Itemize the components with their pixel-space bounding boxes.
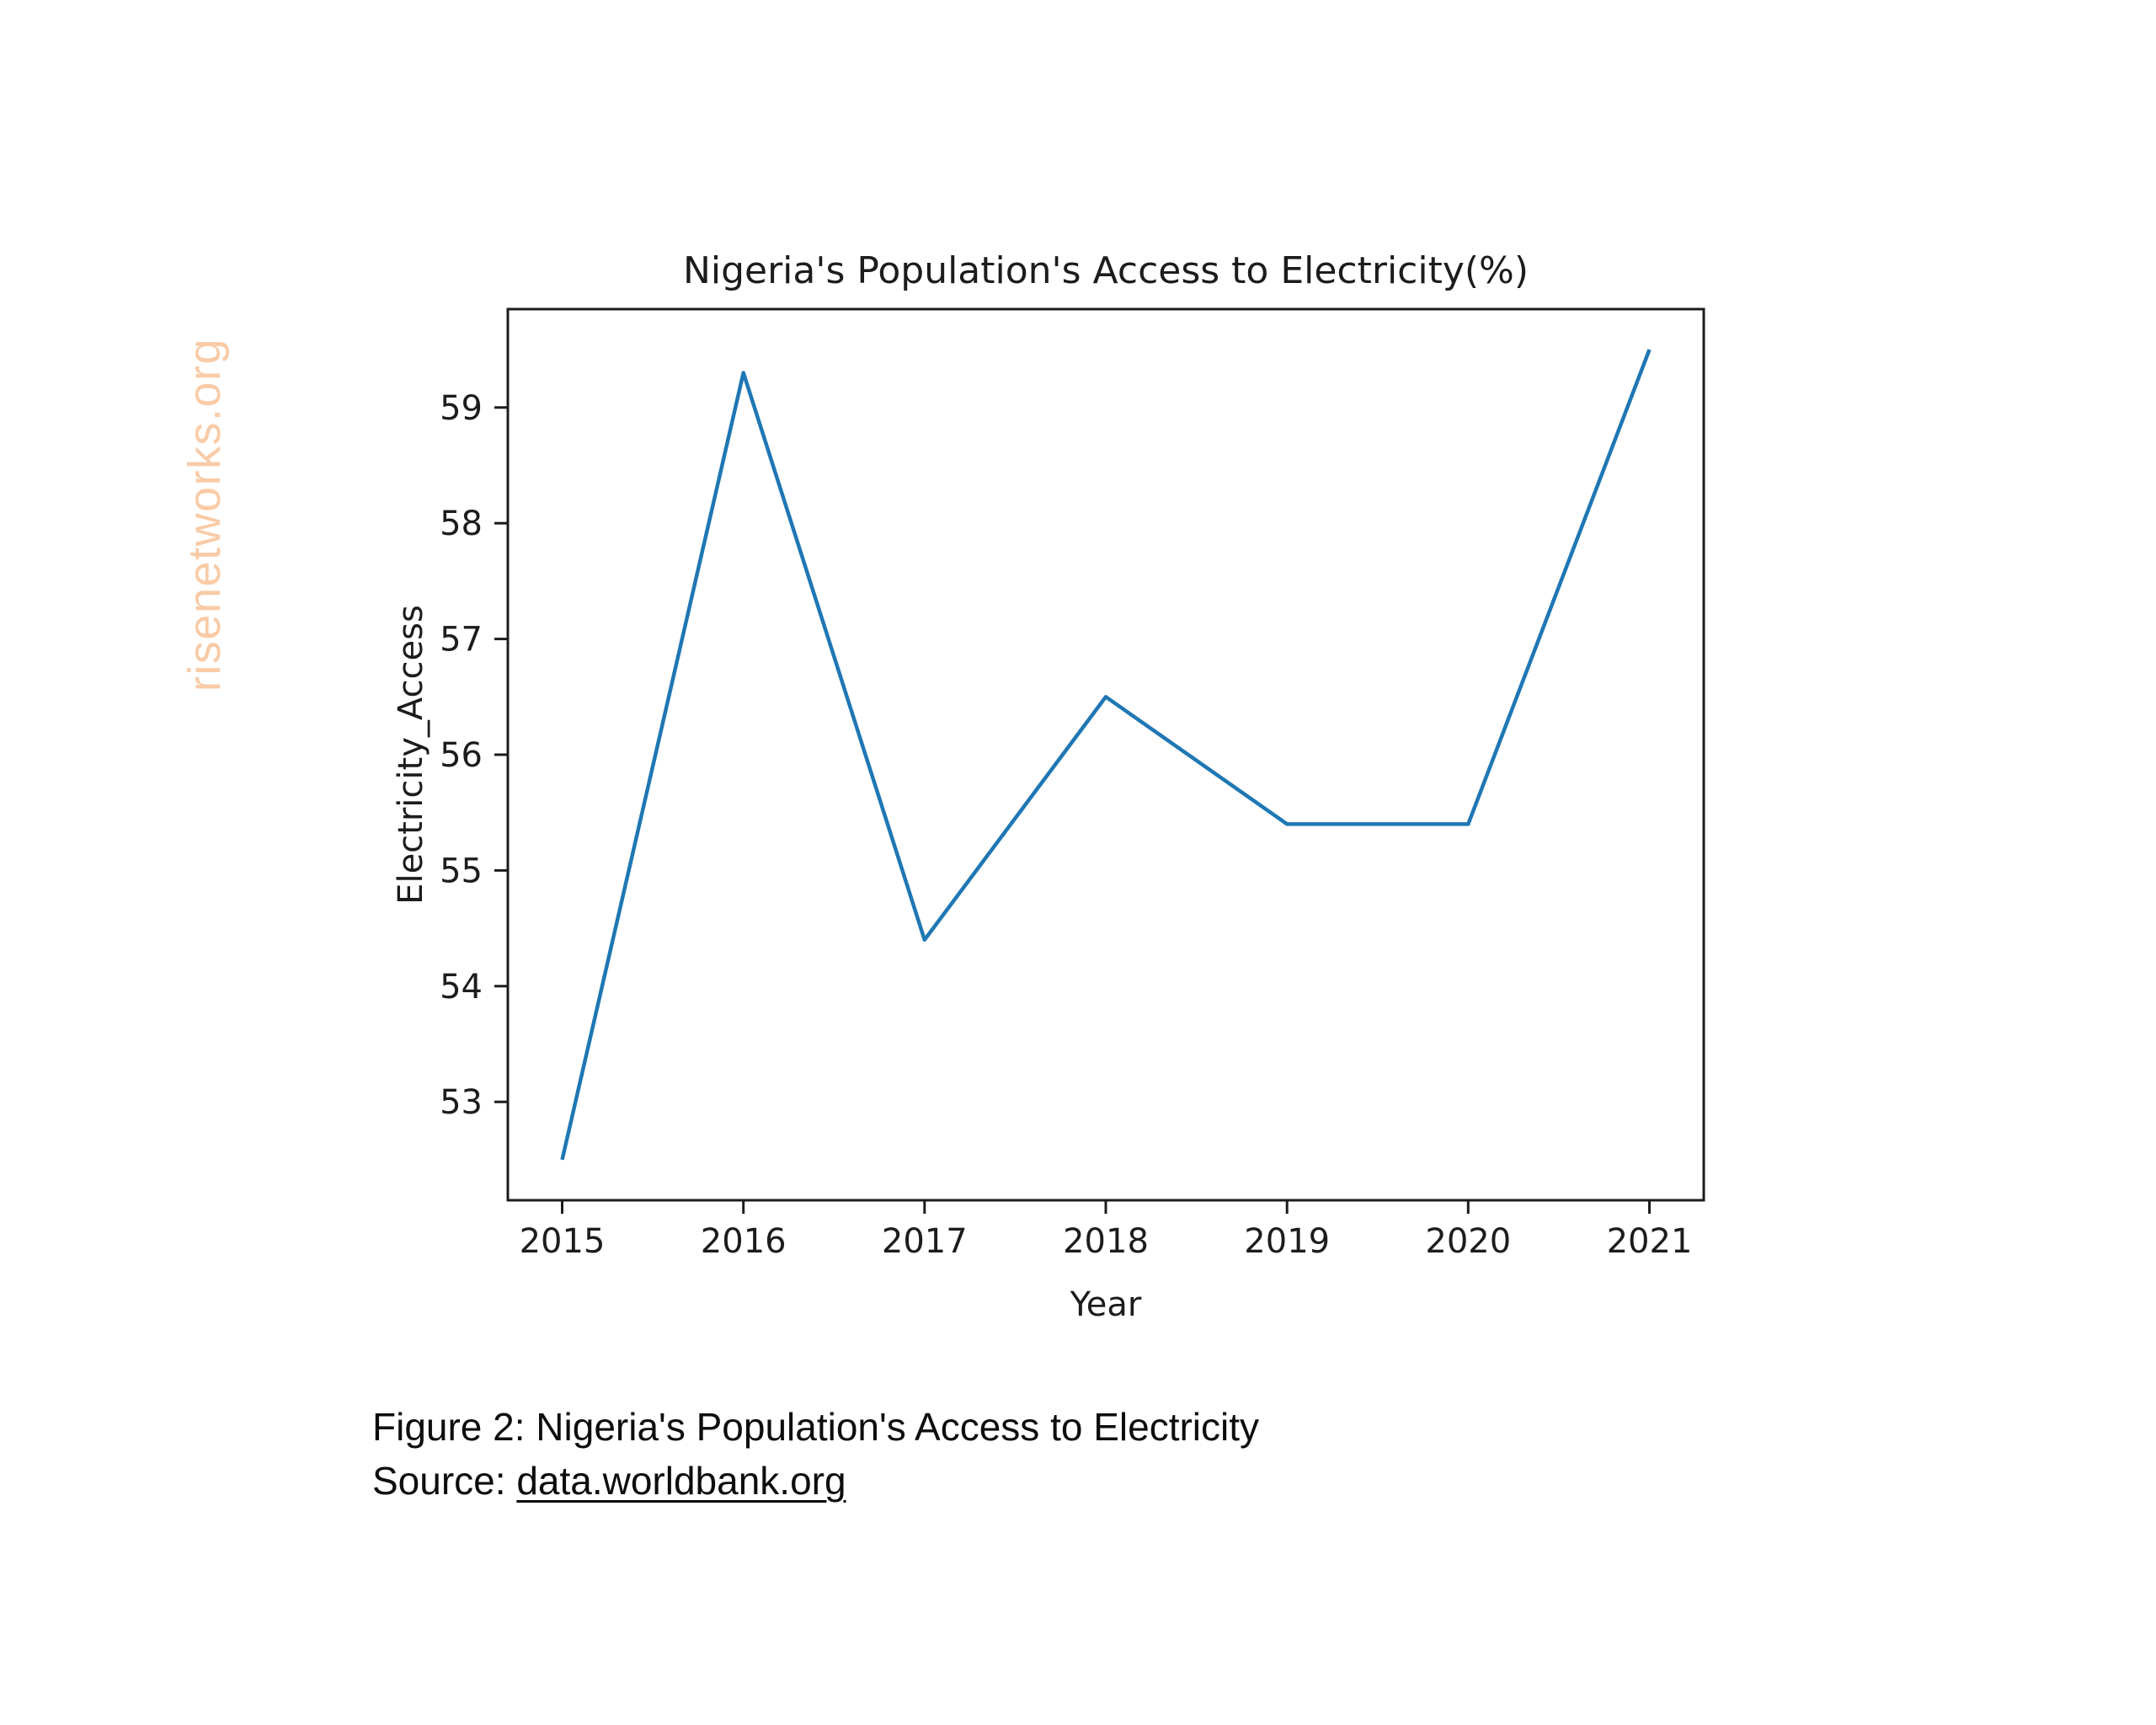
- figure-caption-title: Figure 2: Nigeria's Population's Access …: [372, 1405, 1260, 1449]
- x-axis-label: Year: [1070, 1285, 1142, 1324]
- x-tick-label: 2018: [1063, 1222, 1149, 1261]
- y-tick-label: 58: [440, 505, 483, 543]
- y-tick-label: 53: [440, 1083, 483, 1122]
- y-axis-label: Electricity_Access: [392, 605, 430, 905]
- y-tick-label: 56: [440, 736, 483, 775]
- watermark-text: risenetworks.org: [179, 337, 230, 692]
- figure-caption: Figure 2: Nigeria's Population's Access …: [372, 1400, 1259, 1508]
- line-chart-svg: 2015 2016 2017 2018 2019 2020 2021 53545556575…: [440, 307, 1705, 1261]
- y-tick-label: 59: [440, 389, 483, 428]
- x-tick-label: 2019: [1244, 1222, 1330, 1261]
- y-axis-ticks: 53 54 55 56 57 58 59: [440, 389, 508, 1122]
- source-link[interactable]: data.worldbank.org: [516, 1459, 846, 1503]
- x-tick-label: 2017: [882, 1222, 968, 1261]
- x-axis-ticks: 2015 2016 2017 2018 2019 2020 2021: [520, 1200, 1693, 1261]
- x-tick-label: 2021: [1607, 1222, 1693, 1261]
- x-tick-label: 2015: [520, 1222, 606, 1261]
- y-tick-label: 54: [440, 968, 483, 1007]
- x-tick-label: 2020: [1425, 1222, 1511, 1261]
- plot-frame: [506, 307, 1705, 1202]
- source-label: Source:: [372, 1459, 517, 1503]
- y-tick-label: 57: [440, 621, 483, 660]
- chart-title: Nigeria's Population's Access to Electri…: [682, 249, 1529, 292]
- y-tick-label: 55: [440, 852, 483, 890]
- figure-caption-source-line: Source: data.worldbank.org: [372, 1454, 1259, 1508]
- x-tick-label: 2016: [701, 1222, 787, 1261]
- plot-area: 2015 2016 2017 2018 2019 2020 2021 53 54 55 56 57 5…: [440, 307, 1705, 1261]
- electricity-access-line: [560, 349, 1652, 1161]
